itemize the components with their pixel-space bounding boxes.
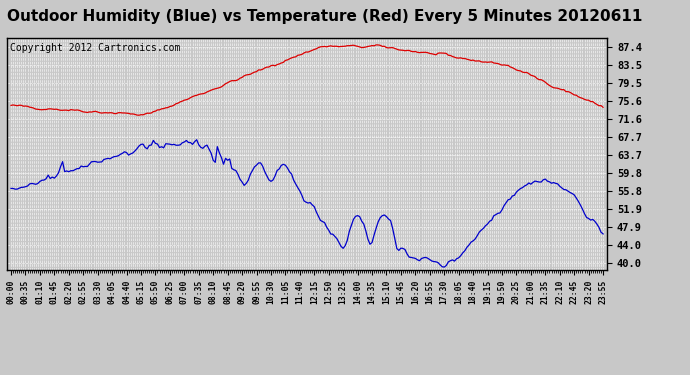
Text: Copyright 2012 Cartronics.com: Copyright 2012 Cartronics.com bbox=[10, 44, 180, 53]
Text: Outdoor Humidity (Blue) vs Temperature (Red) Every 5 Minutes 20120611: Outdoor Humidity (Blue) vs Temperature (… bbox=[7, 9, 642, 24]
